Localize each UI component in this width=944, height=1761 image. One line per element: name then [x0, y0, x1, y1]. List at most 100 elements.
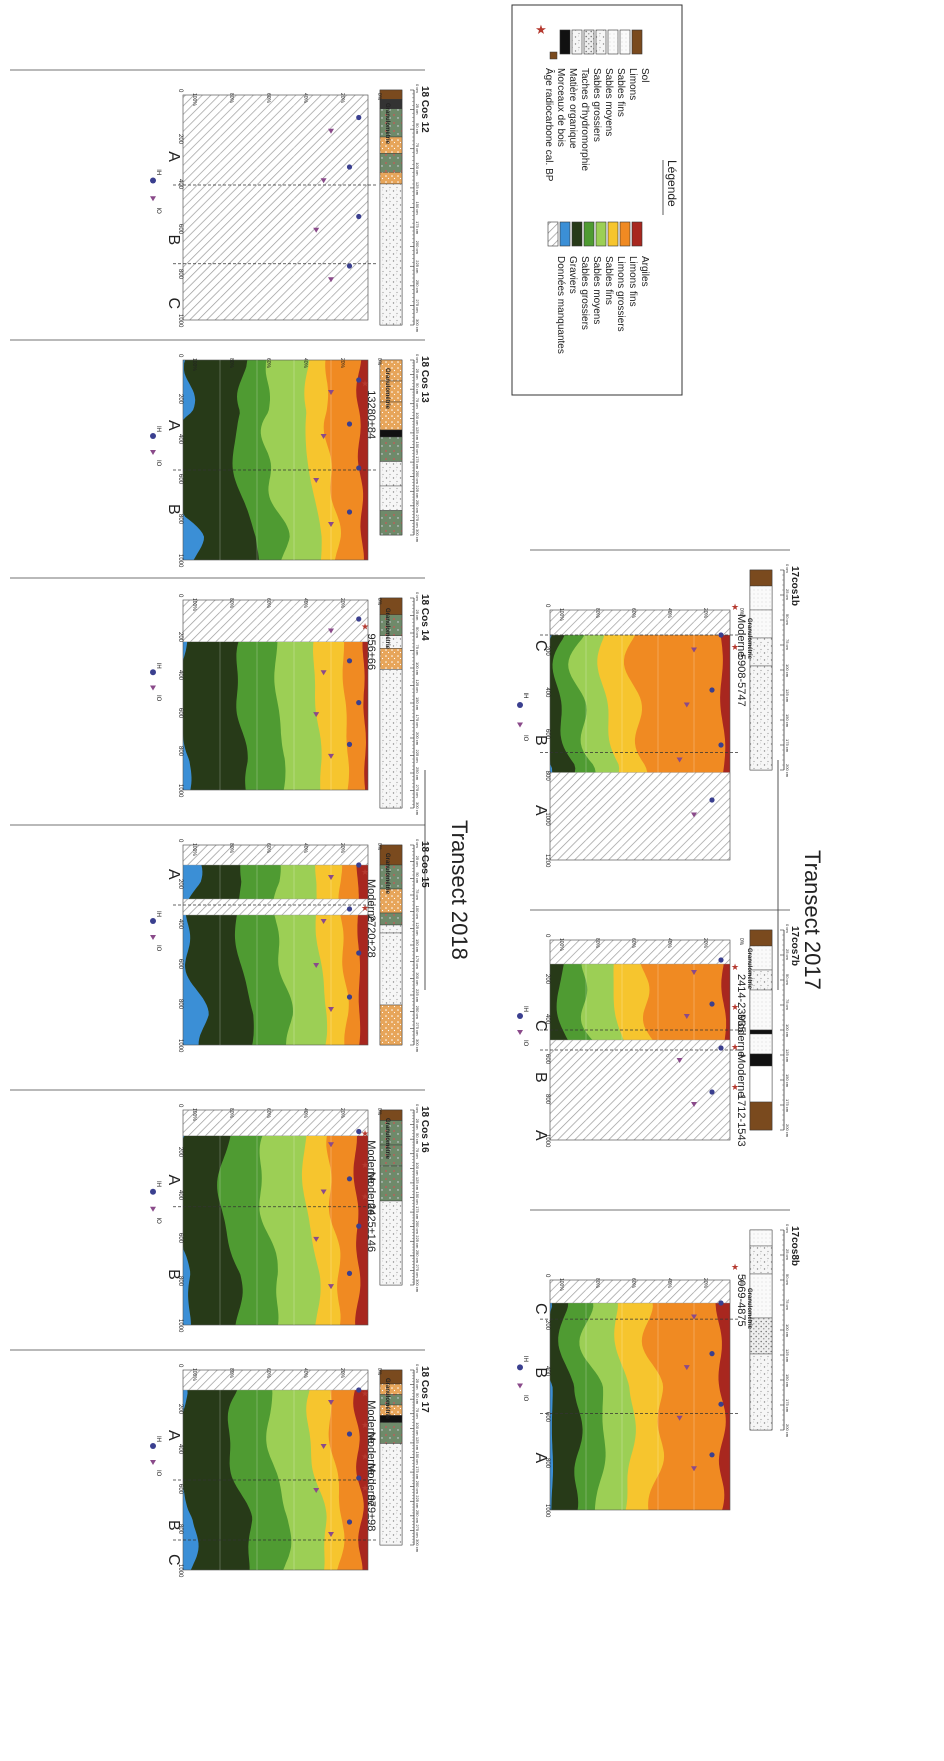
depth-tick-label: 175 cm — [415, 221, 420, 235]
depth-axis-label: 200 — [177, 394, 183, 405]
ih-point — [709, 1351, 715, 1357]
depth-tick-label: 300 cm — [415, 1039, 420, 1053]
core-layer — [379, 183, 403, 326]
unit-label: C — [532, 1020, 549, 1032]
unit-label: C — [532, 1303, 549, 1315]
io-point — [691, 812, 697, 818]
pct-tick-label: 20% — [702, 938, 708, 949]
marker-legend-label: IO — [155, 945, 161, 952]
core-layer — [379, 924, 403, 934]
pct-tick-label: 20% — [339, 1108, 345, 1119]
core-layer — [749, 929, 773, 947]
depth-tick-label: 125 cm — [415, 922, 420, 936]
marker-legend-label: IH — [522, 1356, 528, 1362]
ih-point — [346, 994, 353, 1000]
pct-tick-label: 100% — [191, 93, 197, 106]
pct-tick-label: 100% — [558, 1278, 564, 1291]
legend-label: Sables grossiers — [579, 256, 590, 330]
pct-tick-label: 60% — [265, 843, 271, 854]
depth-axis-label: 1000 — [544, 1134, 550, 1148]
depth-tick-label: 275 cm — [415, 785, 420, 799]
legend-swatch — [619, 221, 631, 247]
ih-point — [718, 957, 724, 963]
pct-tick-label: 60% — [630, 1278, 636, 1289]
depth-tick-label: 200 cm — [415, 241, 420, 255]
ih-marker-icon — [150, 433, 156, 439]
depth-tick-label: 125 cm — [415, 680, 420, 694]
depth-tick-label: 25 cm — [785, 589, 790, 601]
graph-axis-label: Granulométrie — [384, 1378, 390, 1420]
core-layer — [379, 1394, 403, 1406]
depth-tick-label: 100 cm — [415, 906, 420, 920]
marker-legend-label: IH — [155, 1436, 161, 1442]
depth-tick-label: 225 cm — [415, 485, 420, 499]
core-panel: 18 Cos 150 cm 25 cm 50 cm 75 cm 100 cm 125 cm… — [10, 824, 430, 1053]
depth-tick-label: 0 cm — [785, 564, 790, 573]
core-layer — [379, 1200, 403, 1286]
io-point — [328, 1142, 334, 1148]
marker-legend-label: IO — [155, 695, 161, 702]
io-point — [313, 1236, 320, 1242]
pct-tick-label: 0% — [376, 843, 382, 851]
depth-axis-label: 200 — [177, 879, 183, 890]
pct-tick-label: 40% — [302, 1368, 308, 1379]
ih-point — [356, 114, 362, 121]
ih-point — [346, 658, 353, 664]
unit-label: A — [165, 420, 182, 431]
depth-tick-label: 100 cm — [415, 162, 420, 176]
core-layer — [379, 461, 403, 487]
depth-tick-label: 200 cm — [785, 1124, 790, 1138]
graph-axis-label: Granulométrie — [746, 618, 752, 660]
depth-axis-label: 800 — [177, 746, 183, 757]
core-layer — [379, 136, 403, 154]
core-layer — [379, 1165, 403, 1202]
depth-tick-label: 100 cm — [785, 664, 790, 678]
core-layer — [749, 989, 773, 1031]
core-layer — [749, 1029, 773, 1035]
unit-label: B — [532, 735, 549, 746]
depth-tick-label: 100 cm — [785, 1324, 790, 1338]
depth-tick-label: 275 cm — [415, 1022, 420, 1036]
graph-frame — [182, 844, 369, 1046]
depth-tick-label: 50 cm — [785, 1274, 790, 1286]
pct-tick-label: 100% — [191, 598, 197, 611]
pct-tick-label: 80% — [228, 1368, 234, 1379]
legend-swatch — [607, 221, 619, 247]
core-layer — [749, 1273, 773, 1319]
depth-tick-label: 0 cm — [415, 1364, 420, 1373]
ih-point — [356, 213, 362, 220]
marker-legend-label: IO — [522, 1395, 528, 1402]
pct-tick-label: 100% — [558, 938, 564, 951]
depth-axis-label: 600 — [177, 1233, 183, 1244]
depth-tick-label: 275 cm — [415, 1524, 420, 1538]
io-point — [328, 390, 334, 395]
ih-marker-icon — [150, 1188, 156, 1195]
depth-tick-label: 75 cm — [785, 999, 790, 1011]
core-layer — [749, 1053, 773, 1067]
date-star-icon: ★ — [361, 1420, 369, 1430]
io-marker-icon — [517, 1383, 523, 1389]
depth-tick-label: 250 cm — [415, 500, 420, 514]
io-marker-icon — [150, 685, 156, 691]
radiocarbon-date: Moderne — [365, 1463, 377, 1506]
pct-tick-label: 0% — [738, 938, 744, 946]
marker-legend-label: IH — [155, 911, 161, 917]
grain-size-band — [356, 360, 368, 560]
pct-tick-label: 100% — [191, 1108, 197, 1121]
depth-tick-label: 175 cm — [785, 1099, 790, 1113]
io-point — [313, 227, 320, 233]
depth-tick-label: 175 cm — [415, 1206, 420, 1220]
legend-swatch — [559, 221, 571, 247]
core-layer — [379, 99, 403, 110]
core-layer — [379, 485, 403, 511]
date-star-icon: ★ — [731, 1042, 739, 1052]
depth-axis-label: 400 — [177, 1190, 183, 1201]
pct-tick-label: 20% — [339, 1368, 345, 1379]
depth-tick-label: 175 cm — [785, 739, 790, 753]
graph-axis-label: Granulométrie — [746, 1288, 752, 1330]
pct-tick-label: 20% — [702, 608, 708, 619]
legend-label: Morceaux de bois — [555, 68, 566, 147]
legend-label: Sables moyens — [603, 68, 614, 136]
wood-icon — [549, 51, 558, 60]
